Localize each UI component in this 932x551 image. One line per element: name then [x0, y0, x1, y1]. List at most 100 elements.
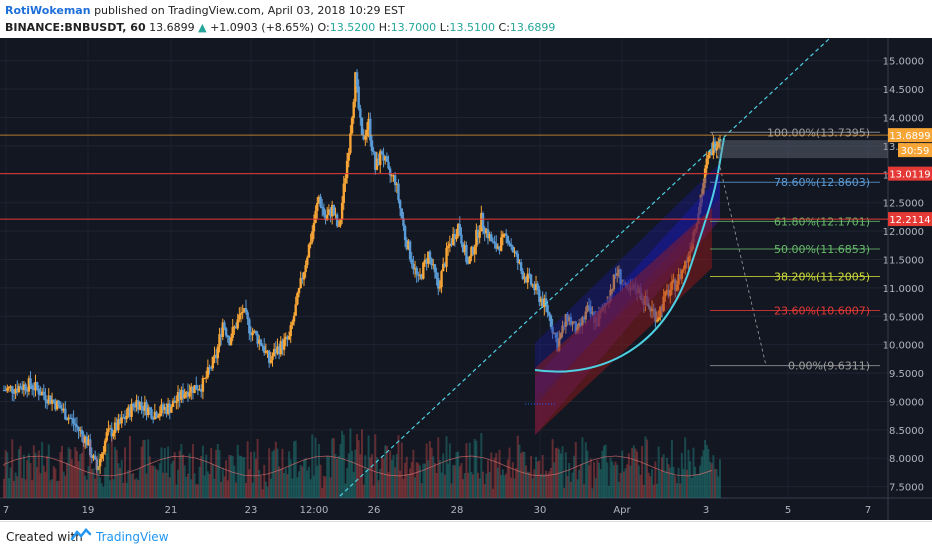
tradingview-logo-icon[interactable] [70, 527, 92, 547]
volume-bar [346, 468, 349, 498]
candle-body [563, 325, 566, 327]
volume-bar [84, 475, 87, 498]
candle-body [495, 243, 498, 249]
candle-body [375, 158, 379, 170]
candle-body [349, 133, 352, 153]
candle-body [287, 336, 291, 340]
candle-body [226, 335, 229, 338]
candle-body [112, 433, 115, 437]
candle-body [417, 274, 420, 276]
volume-bar [694, 466, 697, 498]
volume-bar [117, 463, 120, 498]
tradingview-brand[interactable]: TradingView [96, 530, 169, 544]
candle-body [108, 428, 112, 430]
volume-bar [327, 456, 330, 498]
volume-bar [480, 433, 483, 498]
candle-body [413, 267, 417, 270]
x-tick-label: 7 [865, 505, 871, 516]
volume-bar [457, 451, 460, 498]
volume-bar [679, 483, 682, 498]
candle-body [458, 224, 461, 235]
candle-body [392, 175, 395, 177]
low-value: 13.5100 [449, 21, 496, 34]
volume-bar [672, 466, 675, 498]
candle-body [427, 251, 430, 264]
volume-bar [700, 456, 703, 498]
candle-body [266, 350, 269, 352]
volume-bar [39, 473, 42, 498]
volume-bar [526, 471, 529, 498]
candle-body [581, 317, 584, 326]
candle-body [175, 401, 178, 403]
candle-body [652, 308, 655, 311]
candle-body [21, 388, 24, 390]
volume-bar [549, 467, 552, 498]
candle-body [577, 323, 581, 327]
author-name[interactable]: RotiWokeman [5, 4, 91, 17]
volume-bar [430, 447, 433, 498]
candle-body [690, 241, 694, 252]
volume-bar [508, 447, 511, 498]
candle-body [16, 388, 19, 392]
candle-body [617, 269, 621, 273]
candle-body [97, 466, 100, 470]
volume-bar [455, 452, 458, 498]
volume-bar [579, 464, 582, 498]
volume-bar [475, 440, 478, 498]
channel-upper-band [535, 176, 720, 406]
candle-body [639, 286, 642, 299]
chart-background [0, 38, 932, 520]
volume-bar [614, 461, 617, 498]
volume-bar [3, 478, 5, 498]
volume-bar [284, 468, 287, 498]
volume-bar [61, 445, 64, 498]
candle-body [398, 200, 402, 209]
volume-bar [571, 472, 574, 498]
volume-bar [523, 451, 526, 498]
channel-mid-band [535, 198, 720, 435]
volume-bar [611, 461, 614, 498]
candle-body [422, 262, 425, 279]
candle-body [17, 386, 21, 392]
volume-bar [122, 482, 125, 498]
volume-bar [379, 468, 382, 498]
volume-bar [236, 444, 239, 498]
volume-bar [329, 477, 332, 498]
candle-body [388, 168, 392, 176]
volume-bar [123, 447, 126, 498]
candle-body [504, 233, 508, 236]
volume-bar [27, 453, 30, 498]
candle-body [302, 272, 306, 280]
volume-bar [263, 464, 266, 498]
volume-bar [394, 467, 397, 498]
candle-body [223, 322, 226, 329]
volume-bar [448, 443, 451, 498]
volume-bar [359, 454, 362, 498]
volume-bar [637, 465, 640, 498]
candle-body [591, 312, 594, 314]
candle-body [635, 290, 639, 293]
candle-body [660, 306, 664, 311]
candle-body [224, 328, 228, 336]
price-label-text: 12.2114 [889, 215, 930, 226]
chart-canvas[interactable]: 15.000014.500014.000013.500013.000012.50… [0, 37, 932, 520]
volume-bar [226, 480, 229, 498]
candle-body [559, 333, 563, 339]
candle-body [498, 246, 501, 251]
publish-info: published on TradingView.com, April 03, … [94, 4, 405, 17]
ohlc-line: BINANCE:BNBUSDT, 60 13.6899 ▲ +1.0903 (+… [5, 21, 555, 34]
candle-body [325, 214, 329, 221]
candle-body [453, 233, 457, 240]
volume-bar [500, 474, 503, 498]
candle-body [45, 400, 49, 404]
volume-bar [104, 467, 107, 498]
candle-body [133, 406, 137, 408]
candle-body [509, 244, 513, 247]
candle-body [516, 253, 519, 264]
volume-bar [498, 449, 501, 498]
candle-body [644, 296, 647, 305]
volume-bar [525, 465, 528, 498]
price-chart[interactable]: 15.000014.500014.000013.500013.000012.50… [0, 37, 932, 520]
candle-body [9, 386, 12, 388]
candle-body [35, 382, 39, 389]
